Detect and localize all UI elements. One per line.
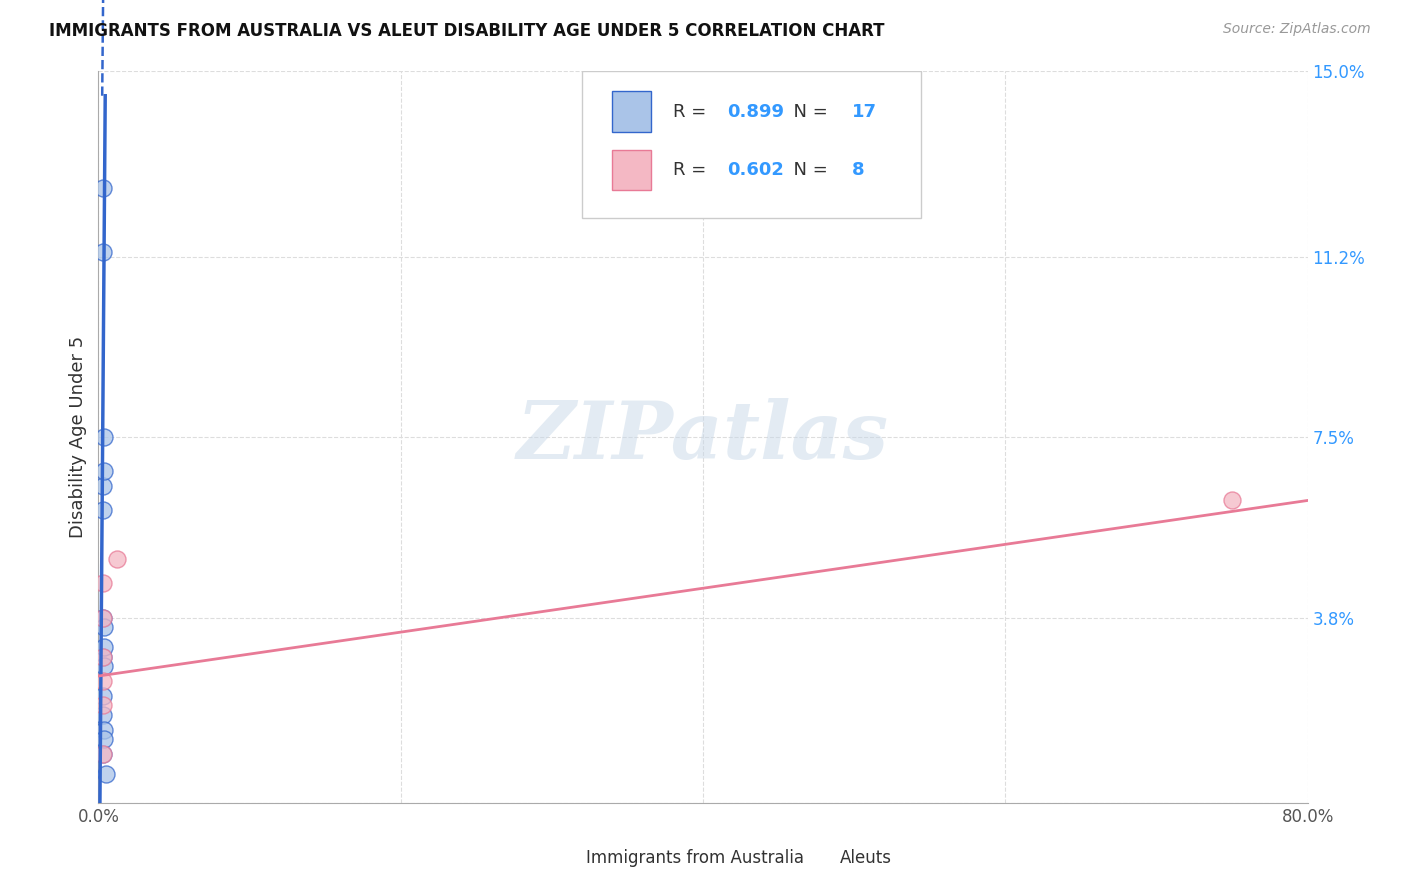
Point [91,610,114,624]
Text: 17: 17 [852,103,877,120]
Text: ZIPatlas: ZIPatlas [517,399,889,475]
Text: IMMIGRANTS FROM AUSTRALIA VS ALEUT DISABILITY AGE UNDER 5 CORRELATION CHART: IMMIGRANTS FROM AUSTRALIA VS ALEUT DISAB… [49,22,884,40]
Point [91,689,114,703]
Text: Source: ZipAtlas.com: Source: ZipAtlas.com [1223,22,1371,37]
FancyBboxPatch shape [582,71,921,218]
Text: 8: 8 [852,161,865,179]
Point [91,610,114,624]
Text: R =: R = [672,103,711,120]
Text: R =: R = [672,161,711,179]
Point [1220,493,1243,508]
Point [91,479,114,493]
Text: 0.899: 0.899 [727,103,785,120]
Text: Aleuts: Aleuts [839,848,891,867]
Text: Immigrants from Australia: Immigrants from Australia [586,848,804,867]
Point [105,552,128,566]
Text: 0.602: 0.602 [727,161,785,179]
Y-axis label: Disability Age Under 5: Disability Age Under 5 [69,336,87,538]
Point [93,640,115,654]
Point [91,698,114,713]
Bar [613,150,651,190]
Text: N =: N = [782,161,834,179]
Point [93,620,115,634]
Point [93,659,115,673]
Point [93,723,115,737]
Point [91,747,114,761]
Point [91,747,114,761]
Bar [800,843,830,872]
Point [91,244,114,259]
Point [91,649,114,664]
Point [91,181,114,195]
Point [91,576,114,591]
Point [93,732,115,747]
Text: N =: N = [782,103,834,120]
Point [91,649,114,664]
Point [91,708,114,723]
Point [94,766,117,780]
Point [93,430,115,444]
Point [93,464,115,478]
Bar [546,843,576,872]
Point [91,673,114,688]
Point [91,503,114,517]
Bar [613,92,651,132]
